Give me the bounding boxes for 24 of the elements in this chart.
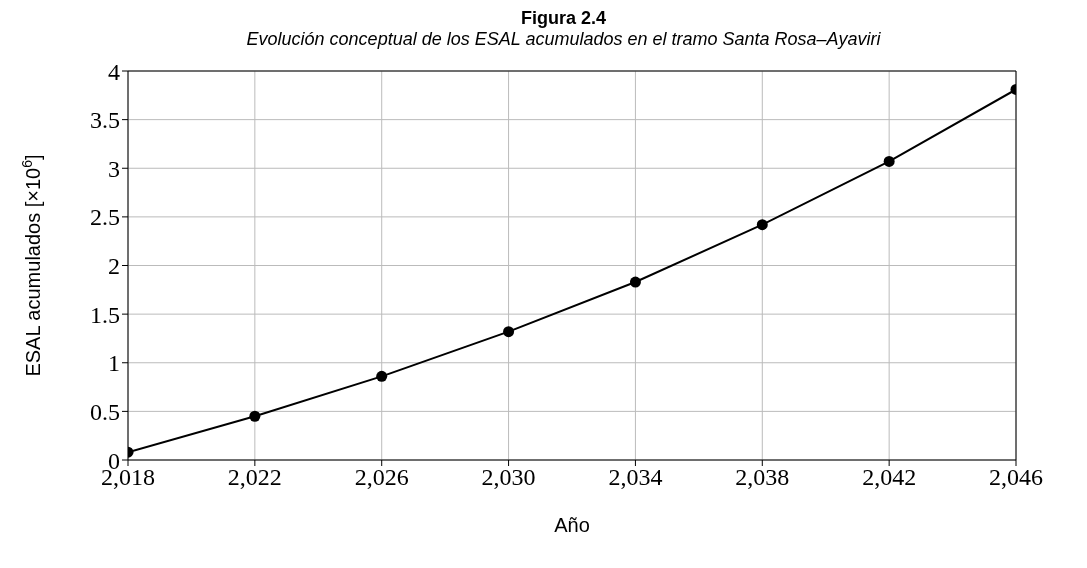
y-tick-label: 2: [108, 253, 120, 280]
point: [756, 219, 768, 231]
x-tick-label: 2,026: [354, 464, 409, 491]
y-tick-label: 0.5: [90, 398, 120, 425]
x-tick-label: 2,042: [862, 464, 917, 491]
y-tick-label: 3.5: [90, 107, 120, 134]
y-tick-label: 4: [108, 58, 120, 85]
chart-subtitle: Evolución conceptual de los ESAL acumulados en el tramo Santa Rosa–Ayaviri: [245, 29, 882, 50]
y-tick-label: 2.5: [90, 204, 120, 231]
point: [503, 326, 515, 338]
chart-title: Figura 2.4: [520, 8, 607, 29]
x-axis-title: Año: [554, 514, 590, 536]
x-tick-label: 2,030: [481, 464, 536, 491]
x-tick-label: 2,046: [989, 464, 1043, 491]
point: [883, 155, 895, 167]
y-tick-label: 3: [108, 155, 120, 182]
y-tick-label: 1.5: [90, 301, 120, 328]
point: [629, 276, 641, 288]
point: [249, 410, 261, 422]
x-tick-label: 2,022: [227, 464, 282, 491]
x-tick-label: 2,034: [608, 464, 663, 491]
point: [376, 370, 388, 382]
y-tick-label: 1: [108, 350, 120, 377]
x-tick-label: 2,038: [735, 464, 790, 491]
